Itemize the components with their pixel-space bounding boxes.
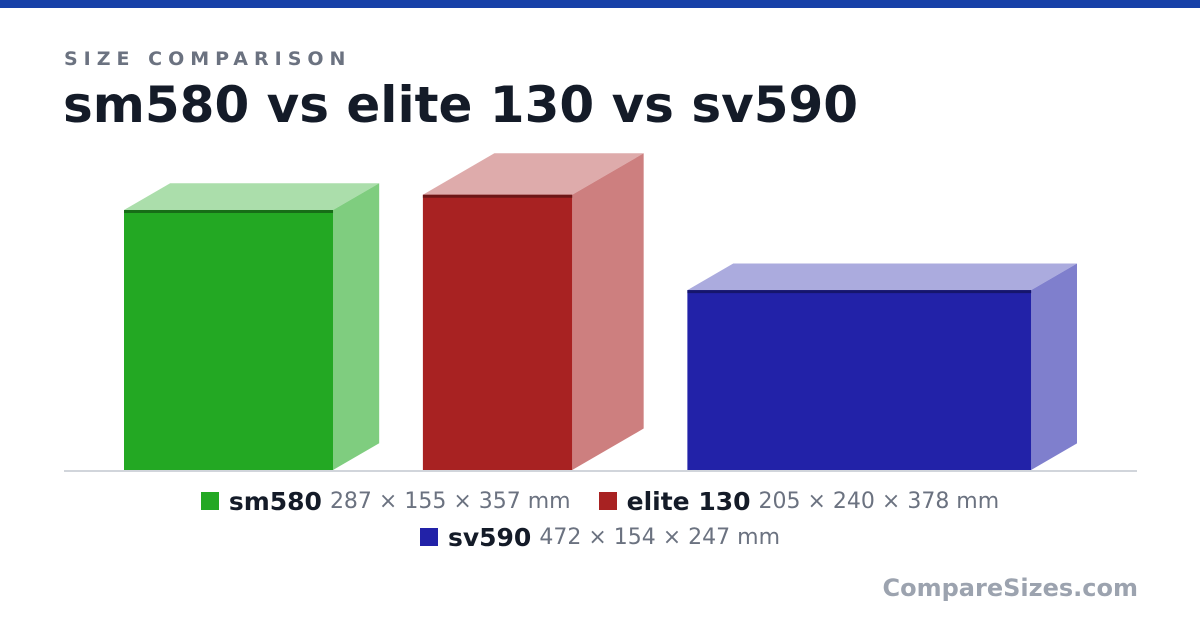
bar-side-sv590 — [1031, 263, 1077, 470]
bar-front-sv590 — [687, 290, 1032, 470]
page-title: sm580 vs elite 130 vs sv590 — [63, 76, 859, 134]
bar-front-sm580 — [124, 209, 334, 471]
bar-front-elite-130 — [422, 194, 573, 470]
legend-swatch-elite-130 — [598, 492, 617, 510]
legend-dims-sm580: 287 × 155 × 357 mm — [329, 488, 571, 514]
legend-swatch-sv590 — [419, 528, 438, 546]
brand-watermark: CompareSizes.com — [882, 574, 1138, 602]
legend-row-2: sv590 472 × 154 × 247 mm — [0, 522, 1200, 552]
eyebrow-label: SIZE COMPARISON — [64, 48, 352, 70]
legend-name-sv590: sv590 — [447, 522, 532, 552]
bar-side-sm580 — [333, 183, 380, 471]
legend-dims-elite-130: 205 × 240 × 378 mm — [758, 488, 1000, 514]
bar-top-elite-130 — [422, 153, 644, 195]
legend-row-1: sm580 287 × 155 × 357 mm elite 130 205 ×… — [0, 486, 1200, 516]
bars-group — [124, 153, 1077, 471]
bar-top-sm580 — [124, 183, 380, 210]
legend-swatch-sm580 — [200, 492, 219, 510]
legend-name-elite-130: elite 130 — [626, 486, 751, 516]
bar-top-sv590 — [687, 263, 1077, 291]
legend: sm580 287 × 155 × 357 mm elite 130 205 ×… — [0, 486, 1200, 552]
legend-item-sv590: sv590 472 × 154 × 247 mm — [419, 522, 781, 552]
legend-item-sm580: sm580 287 × 155 × 357 mm — [200, 486, 571, 516]
legend-item-elite-130: elite 130 205 × 240 × 378 mm — [598, 486, 1000, 516]
bar-side-elite-130 — [572, 153, 644, 470]
legend-name-sm580: sm580 — [228, 486, 322, 516]
top-accent-bar — [0, 0, 1200, 8]
legend-dims-sv590: 472 × 154 × 247 mm — [539, 524, 781, 550]
